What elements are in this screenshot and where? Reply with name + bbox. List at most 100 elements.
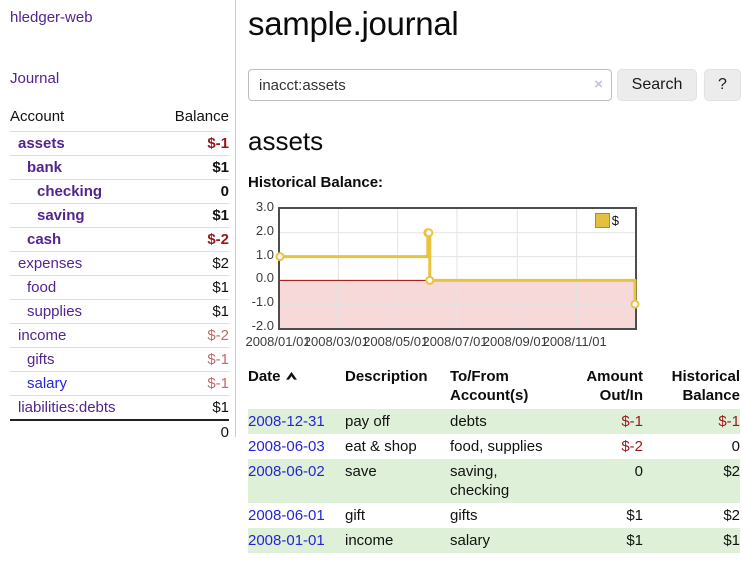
sidebar-account-row: food $1 bbox=[10, 275, 229, 299]
chart-y-tick-label: 1.0 bbox=[255, 246, 274, 262]
register-row: 2008-06-03 eat & shop food, supplies $-2 0 bbox=[248, 434, 740, 459]
sidebar-divider bbox=[235, 0, 236, 437]
cell-balance: $2 bbox=[723, 463, 740, 480]
account-link-liabilities-debts[interactable]: liabilities:debts bbox=[18, 399, 116, 416]
sidebar-accounts-rows: assets $-1 bank $1 checking 0 saving $1 cash $-2 e… bbox=[10, 131, 229, 419]
transaction-date-link[interactable]: 2008-01-01 bbox=[248, 532, 325, 549]
sort-up-icon bbox=[285, 367, 298, 386]
sidebar-account-row: gifts $-1 bbox=[10, 347, 229, 371]
account-link-checking[interactable]: checking bbox=[37, 183, 103, 200]
chart-x-tick-label: 2008/05/01 bbox=[363, 334, 429, 349]
search-row: × Search ? bbox=[248, 69, 742, 101]
register-table: Date Description To/From Account(s) Amou… bbox=[248, 365, 740, 553]
cell-amount: $-1 bbox=[621, 413, 643, 430]
search-button[interactable]: Search bbox=[617, 69, 697, 101]
main-content: sample.journal × Search ? assets Histori… bbox=[245, 0, 742, 553]
cell-description: income bbox=[345, 532, 394, 549]
help-button[interactable]: ? bbox=[704, 69, 741, 101]
cell-accounts: food, supplies bbox=[450, 438, 543, 455]
transaction-date-link[interactable]: 2008-06-02 bbox=[248, 463, 325, 480]
register-row: 2008-06-02 save saving, checking 0 $2 bbox=[248, 459, 740, 503]
search-box: × bbox=[248, 69, 612, 101]
account-balance: $1 bbox=[212, 303, 229, 320]
transaction-date-link[interactable]: 2008-12-31 bbox=[248, 413, 325, 430]
cell-date: 2008-01-01 bbox=[248, 528, 345, 553]
cell-accounts: debts bbox=[450, 413, 487, 430]
chart-y-tick-label: 3.0 bbox=[255, 199, 274, 214]
cell-accounts: gifts bbox=[450, 507, 478, 524]
transaction-date-link[interactable]: 2008-06-03 bbox=[248, 438, 325, 455]
column-header-amount: Amount Out/In bbox=[586, 368, 643, 404]
cell-date: 2008-12-31 bbox=[248, 409, 345, 434]
column-header-date[interactable]: Date bbox=[248, 365, 345, 409]
column-header-balance: Historical Balance bbox=[671, 368, 740, 404]
cell-amount: $1 bbox=[626, 507, 643, 524]
column-header-accounts: To/From Account(s) bbox=[450, 368, 529, 404]
cell-date: 2008-06-01 bbox=[248, 503, 345, 528]
column-header-description: Description bbox=[345, 368, 428, 385]
chart-x-tick-label: 2008/09/01 bbox=[482, 334, 548, 349]
account-balance: $-2 bbox=[207, 231, 229, 248]
account-link-supplies[interactable]: supplies bbox=[27, 303, 83, 320]
account-link-salary[interactable]: salary bbox=[27, 375, 68, 392]
sidebar-account-row: checking 0 bbox=[10, 179, 229, 203]
cell-description: save bbox=[345, 463, 377, 480]
account-link-food[interactable]: food bbox=[27, 279, 57, 296]
account-balance: $1 bbox=[212, 159, 229, 176]
account-link-saving[interactable]: saving bbox=[37, 207, 85, 224]
cell-accounts: saving, checking bbox=[450, 463, 510, 499]
sidebar-account-row: cash $-2 bbox=[10, 227, 229, 251]
legend-label: $ bbox=[611, 213, 619, 228]
chart-plot-area[interactable]: $ bbox=[275, 207, 640, 330]
clear-search-icon[interactable]: × bbox=[594, 76, 603, 93]
sidebar-item-journal[interactable]: Journal bbox=[10, 70, 60, 87]
cell-amount: 0 bbox=[634, 463, 643, 480]
cell-date: 2008-06-03 bbox=[248, 434, 345, 459]
account-link-cash[interactable]: cash bbox=[27, 231, 62, 248]
chart-title: Historical Balance: bbox=[248, 174, 384, 191]
account-balance: $1 bbox=[212, 207, 229, 224]
account-link-expenses[interactable]: expenses bbox=[18, 255, 83, 272]
account-balance: $1 bbox=[212, 279, 229, 296]
account-link-bank[interactable]: bank bbox=[27, 159, 63, 176]
chart-x-tick-label: 2008/01/01 bbox=[245, 334, 311, 349]
register-row: 2008-01-01 income salary $1 $1 bbox=[248, 528, 740, 553]
cell-balance: $2 bbox=[723, 507, 740, 524]
account-balance: $-1 bbox=[207, 375, 229, 392]
account-balance: $-1 bbox=[207, 351, 229, 368]
account-balance: $-1 bbox=[207, 135, 229, 152]
account-link-gifts[interactable]: gifts bbox=[27, 351, 55, 368]
sidebar-account-row: bank $1 bbox=[10, 155, 229, 179]
account-link-income[interactable]: income bbox=[18, 327, 67, 344]
register-body: 2008-12-31 pay off debts $-1 $-1 2008-06-03 ea… bbox=[248, 409, 740, 553]
account-balance: $-2 bbox=[207, 327, 229, 344]
sidebar-accounts-header: Account Balance bbox=[10, 106, 229, 131]
chart-y-tick-label: 0.0 bbox=[255, 270, 274, 286]
account-balance: $2 bbox=[212, 255, 229, 272]
cell-description: eat & shop bbox=[345, 438, 417, 455]
account-balance: $1 bbox=[212, 399, 229, 416]
chart-svg bbox=[275, 209, 640, 328]
account-link-assets[interactable]: assets bbox=[18, 135, 65, 152]
sidebar-account-row: assets $-1 bbox=[10, 131, 229, 155]
sidebar-account-row: supplies $1 bbox=[10, 299, 229, 323]
register-row: 2008-12-31 pay off debts $-1 $-1 bbox=[248, 409, 740, 434]
search-input[interactable] bbox=[248, 69, 612, 101]
legend-swatch-icon bbox=[594, 213, 610, 228]
account-heading: assets bbox=[248, 126, 324, 156]
cell-amount: $-2 bbox=[621, 438, 643, 455]
sidebar-accounts-table: Account Balance assets $-1 bank $1 checking 0… bbox=[10, 106, 229, 444]
cell-description: gift bbox=[345, 507, 366, 524]
app-brand-link[interactable]: hledger-web bbox=[10, 9, 93, 26]
chart-x-tick-label: 2008/11/01 bbox=[542, 334, 607, 349]
cell-description: pay off bbox=[345, 413, 390, 430]
sidebar: hledger-web Journal Account Balance asse… bbox=[10, 9, 229, 444]
sidebar-account-row: liabilities:debts $1 bbox=[10, 395, 229, 419]
sidebar-account-row: expenses $2 bbox=[10, 251, 229, 275]
sidebar-total-balance: 0 bbox=[220, 424, 229, 441]
transaction-date-link[interactable]: 2008-06-01 bbox=[248, 507, 325, 524]
column-header-date-label: Date bbox=[248, 368, 281, 385]
cell-amount: $1 bbox=[626, 532, 643, 549]
chart-x-tick-label: 2008/03/01 bbox=[303, 334, 369, 349]
chart-legend: $ bbox=[592, 212, 621, 229]
